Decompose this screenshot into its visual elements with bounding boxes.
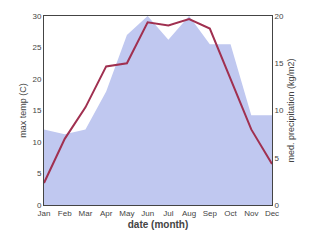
- svg-text:Aug: Aug: [182, 209, 196, 218]
- svg-text:25: 25: [32, 43, 41, 52]
- svg-text:Oct: Oct: [224, 209, 237, 218]
- svg-text:Dec: Dec: [265, 209, 279, 218]
- svg-text:5: 5: [275, 154, 280, 163]
- svg-text:10: 10: [32, 138, 41, 147]
- svg-text:Mar: Mar: [79, 209, 93, 218]
- svg-text:Feb: Feb: [58, 209, 72, 218]
- svg-text:0: 0: [275, 201, 280, 210]
- svg-text:Jan: Jan: [38, 209, 51, 218]
- svg-text:10: 10: [275, 106, 284, 115]
- svg-text:30: 30: [32, 12, 41, 21]
- svg-text:date (month): date (month): [128, 219, 189, 230]
- svg-text:Sep: Sep: [203, 209, 218, 218]
- svg-text:5: 5: [37, 169, 42, 178]
- svg-text:May: May: [119, 209, 134, 218]
- svg-text:Nov: Nov: [244, 209, 258, 218]
- svg-text:20: 20: [32, 75, 41, 84]
- svg-text:15: 15: [32, 106, 41, 115]
- svg-text:Apr: Apr: [100, 209, 113, 218]
- svg-text:20: 20: [275, 12, 284, 21]
- svg-text:Jul: Jul: [163, 209, 173, 218]
- svg-text:Jun: Jun: [141, 209, 154, 218]
- svg-text:max temp (C): max temp (C): [18, 83, 28, 138]
- svg-text:0: 0: [37, 201, 42, 210]
- svg-text:med. precipitation (kg/m2): med. precipitation (kg/m2): [286, 58, 296, 162]
- svg-text:15: 15: [275, 59, 284, 68]
